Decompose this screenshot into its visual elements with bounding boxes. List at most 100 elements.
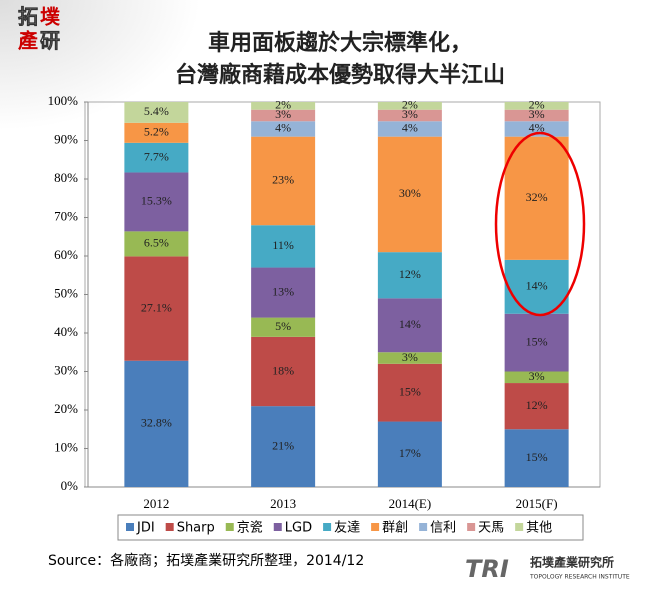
data-label: 21% — [272, 438, 294, 452]
chart-title: 台灣廠商藉成本優勢取得大半江山 — [175, 62, 505, 88]
data-label: 32.8% — [141, 416, 172, 430]
legend-swatch — [165, 523, 174, 531]
data-label: 3% — [529, 369, 545, 383]
legend-label: 信利 — [430, 521, 456, 536]
y-tick-label: 90% — [54, 131, 78, 146]
source: Source：各廠商；拓墣產業研究所整理，2014/12 — [48, 552, 364, 569]
x-tick-label: 2013 — [270, 496, 296, 511]
bar-segment — [124, 172, 189, 232]
data-label: 32% — [526, 190, 548, 204]
data-label: 3% — [529, 107, 545, 121]
y-tick-label: 50% — [54, 285, 78, 300]
bar-segment — [124, 231, 189, 257]
bar-segment — [504, 102, 569, 110]
data-label: 5% — [275, 319, 291, 333]
legend-swatch — [273, 523, 282, 531]
legend-label: 其他 — [526, 521, 552, 536]
legend-swatch — [419, 523, 428, 531]
bar-segment — [377, 352, 442, 364]
data-label: 2% — [529, 98, 545, 112]
legend-swatch — [515, 523, 524, 531]
y-tick-label: 100% — [48, 93, 79, 108]
logo-char: 墣 — [40, 5, 61, 29]
legend-label: 群創 — [382, 521, 408, 536]
bar-segment — [504, 383, 569, 430]
bar-segment — [124, 256, 189, 361]
bar-segment — [377, 421, 442, 487]
footer-logo-en: TOPOLOGY RESEARCH INSTITUTE — [529, 574, 630, 581]
data-label: 15% — [526, 334, 548, 348]
bar-segment — [504, 109, 569, 122]
data-label: 27.1% — [141, 300, 172, 314]
bar-segment — [124, 102, 189, 123]
y-tick-label: 20% — [54, 401, 78, 416]
x-tick-label: 2012 — [143, 496, 169, 511]
data-label: 30% — [399, 186, 421, 200]
legend-swatch — [323, 523, 332, 531]
data-label: 14% — [399, 317, 421, 331]
bar-segment — [504, 371, 569, 384]
bar-segment — [251, 406, 316, 487]
bar-segment — [377, 298, 442, 353]
data-label: 3% — [275, 107, 291, 121]
bar-segment — [504, 121, 569, 137]
data-label: 2% — [402, 98, 418, 112]
bar-segment — [504, 136, 569, 260]
bar-segment — [377, 363, 442, 422]
legend-swatch — [126, 523, 134, 531]
highlight-ellipse — [494, 131, 586, 317]
data-label: 23% — [272, 173, 294, 187]
data-label: 4% — [529, 121, 545, 135]
data-label: 15% — [399, 384, 421, 398]
logo-char: 研 — [40, 29, 60, 53]
data-label: 3% — [402, 107, 418, 121]
y-tick-label: 10% — [54, 439, 78, 454]
legend-label: 京瓷 — [237, 521, 263, 536]
bar-segment — [251, 267, 316, 318]
footer-logo: TRI 拓墣產業研究所 TOPOLOGY RESEARCH INSTITUTE — [465, 555, 630, 584]
bar-segment — [377, 102, 442, 110]
legend-label: Sharp — [177, 521, 215, 536]
bar-segment — [377, 121, 442, 137]
bar-segment — [251, 225, 316, 268]
y-tick-label: 0% — [61, 478, 79, 493]
bar-segment — [377, 109, 442, 122]
bar-segment — [251, 109, 316, 122]
footer-logo-text: 拓墣產業研究所 — [530, 555, 614, 570]
legend-swatch — [371, 523, 380, 531]
legend-label: 天馬 — [478, 521, 504, 536]
bar-segment — [251, 121, 316, 137]
data-label: 3% — [402, 350, 418, 364]
data-label: 7.7% — [144, 149, 169, 163]
legend-swatch — [225, 523, 234, 531]
y-tick-label: 40% — [54, 324, 78, 339]
logo: 拓 墣 產 研 — [18, 4, 61, 53]
data-label: 15.3% — [141, 194, 172, 208]
data-label: 5.4% — [144, 104, 169, 118]
y-tick-label: 80% — [54, 170, 78, 185]
data-label: 17% — [399, 446, 421, 460]
data-label: 14% — [526, 279, 548, 293]
data-label: 18% — [272, 363, 294, 377]
y-tick-label: 60% — [54, 247, 78, 262]
y-tick-label: 70% — [54, 208, 78, 223]
data-label: 15% — [526, 450, 548, 464]
bar-segment — [504, 313, 569, 372]
bar-segment — [377, 136, 442, 253]
chart-title: 車用面板趨於大宗標準化， — [208, 30, 472, 56]
bar-segment — [377, 252, 442, 299]
footer-mark: TRI — [465, 555, 509, 583]
data-label: 4% — [402, 121, 418, 135]
data-label: 12% — [526, 398, 548, 412]
legend-label: 友達 — [334, 520, 360, 536]
bar-segment — [504, 429, 569, 487]
y-tick-label: 30% — [54, 362, 78, 377]
data-label: 13% — [272, 284, 294, 298]
bar-segment — [251, 102, 316, 110]
data-label: 2% — [275, 98, 291, 112]
data-label: 11% — [272, 238, 294, 252]
legend — [117, 514, 584, 541]
legend-label: JDI — [136, 521, 155, 536]
data-label: 5.2% — [144, 125, 169, 139]
